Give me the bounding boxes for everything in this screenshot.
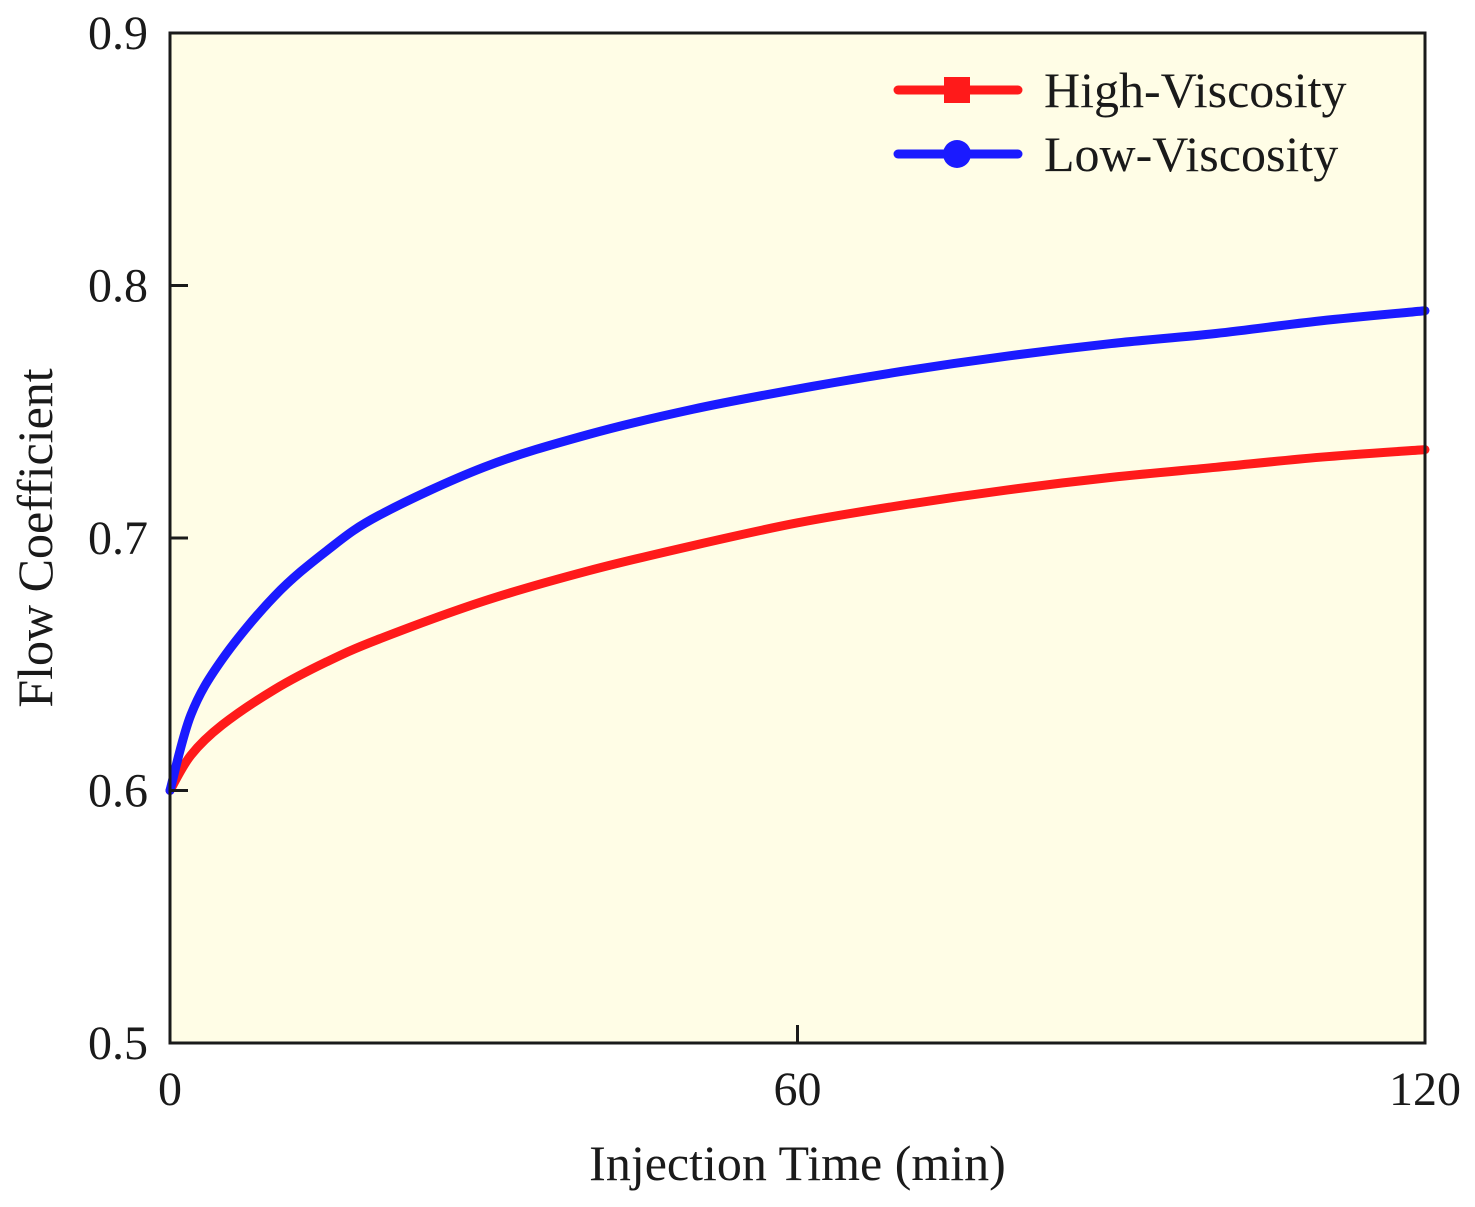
y-tick-label: 0.6: [88, 765, 148, 818]
plot-area: [170, 33, 1425, 1043]
y-tick-label: 0.8: [88, 260, 148, 313]
legend-label-low-viscosity: Low-Viscosity: [1044, 126, 1338, 182]
y-tick-label: 0.7: [88, 512, 148, 565]
y-tick-label: 0.9: [88, 7, 148, 60]
x-tick-label: 60: [774, 1063, 822, 1116]
legend: High-Viscosity Low-Viscosity: [893, 62, 1347, 182]
series-line-high-viscosity: [165, 445, 1430, 795]
legend-label-high-viscosity: High-Viscosity: [1044, 62, 1347, 118]
legend-marker-low-viscosity: [943, 140, 971, 168]
x-tick-label: 120: [1389, 1063, 1461, 1116]
y-tick-label: 0.5: [88, 1017, 148, 1070]
y-axis-label: Flow Coefficient: [7, 368, 63, 707]
series-layer: [165, 306, 1430, 795]
x-tick-label: 0: [158, 1063, 182, 1116]
x-axis-label: Injection Time (min): [589, 1135, 1006, 1191]
legend-marker-high-viscosity: [944, 77, 970, 103]
series-line-low-viscosity: [165, 306, 1430, 795]
ticks-layer: 0 60 120 0.5 0.6 0.7 0.8 0.9: [88, 7, 1461, 1116]
